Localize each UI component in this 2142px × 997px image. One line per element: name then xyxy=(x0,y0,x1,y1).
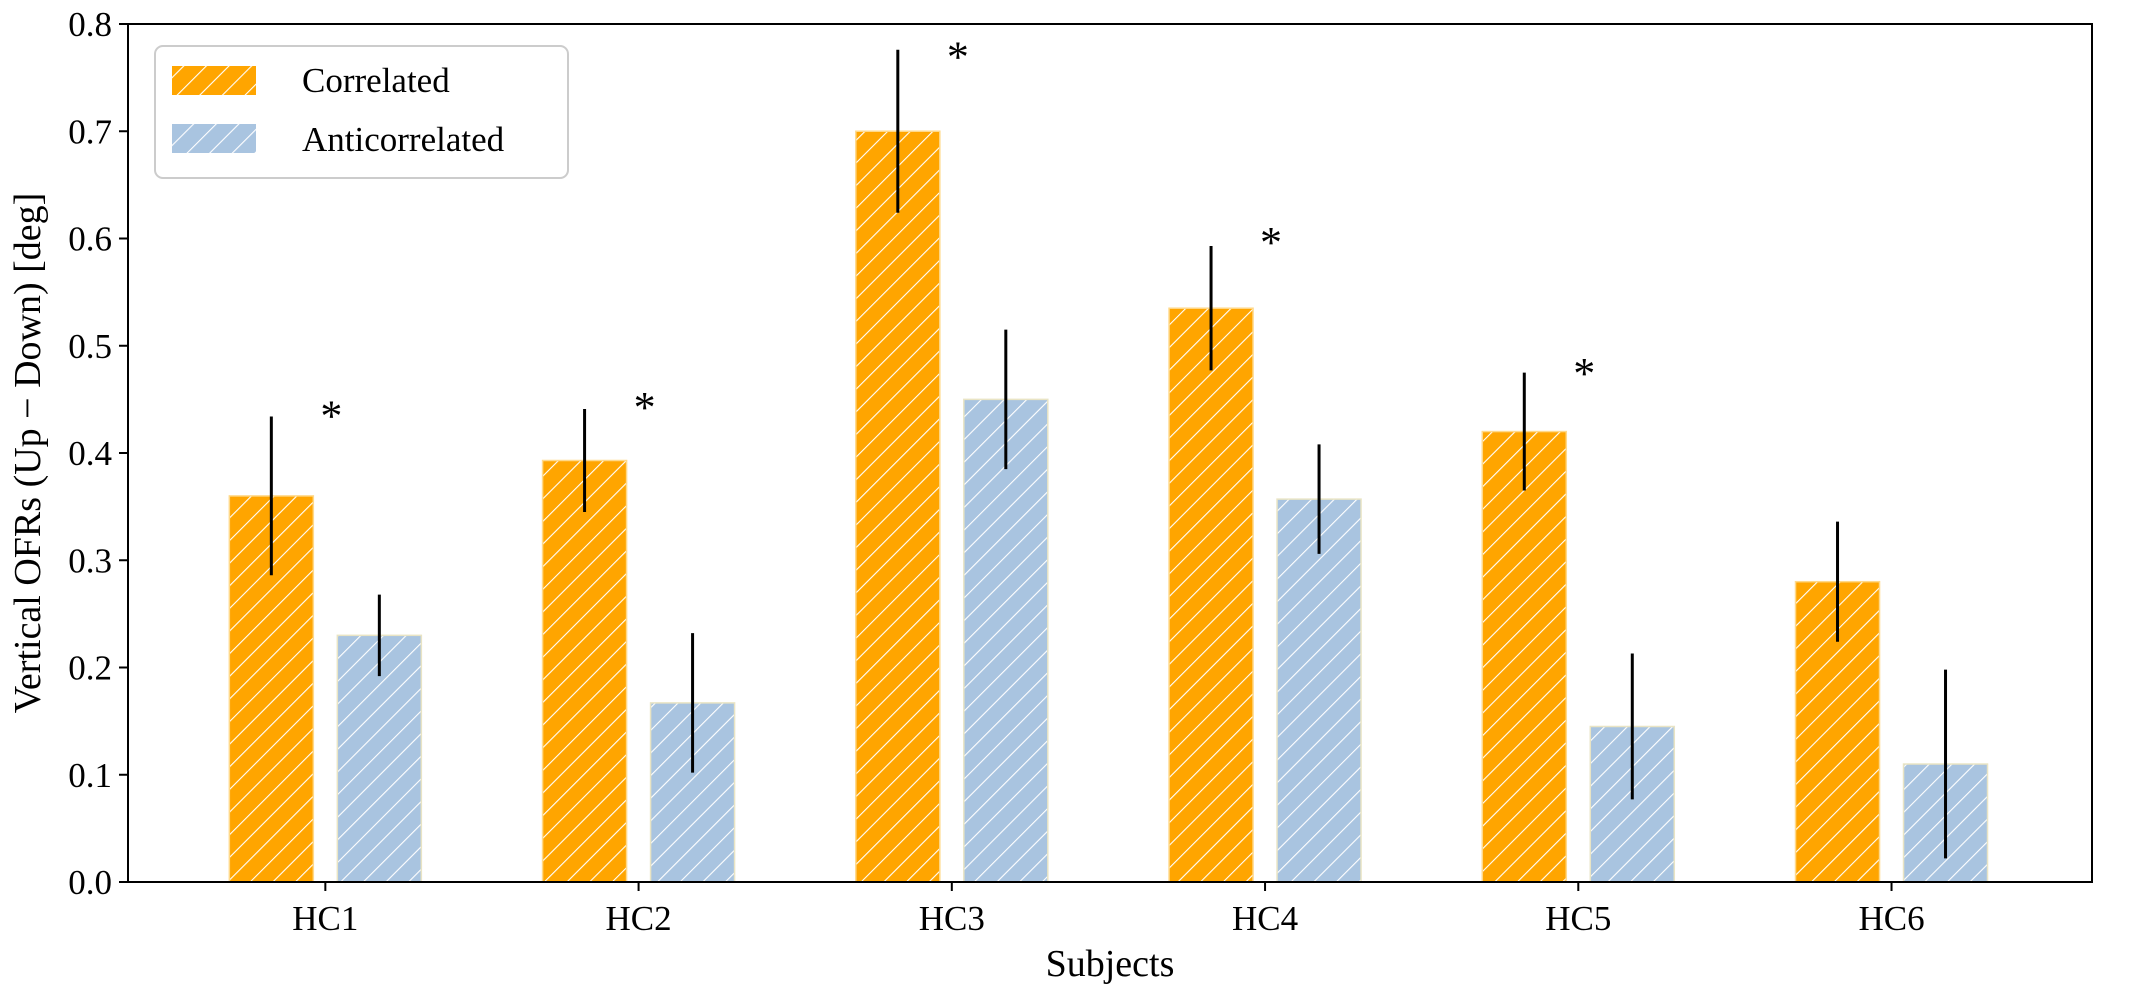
legend-box xyxy=(154,45,569,179)
x-tick-label-hc1: HC1 xyxy=(292,899,358,938)
y-tick-label-2: 0.2 xyxy=(68,649,112,688)
x-axis-title: Subjects xyxy=(1046,943,1175,985)
bar-anticorrelated-hc4 xyxy=(1276,498,1362,883)
x-tick-label-hc5: HC5 xyxy=(1545,899,1611,938)
significance-star-hc3: * xyxy=(947,32,969,81)
bar-anticorrelated-hc1 xyxy=(336,634,423,883)
y-tick-label-4: 0.4 xyxy=(68,434,112,473)
significance-star-hc2: * xyxy=(634,383,656,432)
y-tick-label-1: 0.1 xyxy=(68,756,112,795)
bar-anticorrelated-hc3 xyxy=(963,398,1049,883)
y-tick-label-5: 0.5 xyxy=(68,327,112,366)
y-tick-label-0: 0.0 xyxy=(68,863,112,902)
x-tick-label-hc3: HC3 xyxy=(919,899,985,938)
significance-star-hc4: * xyxy=(1260,218,1282,267)
legend-swatch-anticorrelated xyxy=(172,124,256,153)
x-tick-label-hc6: HC6 xyxy=(1858,899,1924,938)
legend: Correlated Anticorrelated xyxy=(154,45,569,179)
legend-label-anticorrelated: Anticorrelated xyxy=(302,120,505,159)
x-tick-label-hc4: HC4 xyxy=(1232,899,1298,938)
bar-correlated-hc3 xyxy=(855,130,941,883)
bar-correlated-hc4 xyxy=(1168,307,1254,883)
x-axis: HC1 HC2 HC3 HC4 HC5 HC6 xyxy=(292,882,1925,938)
bar-correlated-hc5 xyxy=(1481,430,1568,883)
y-tick-label-3: 0.3 xyxy=(68,541,112,580)
error-bars-layer xyxy=(269,49,1948,859)
y-tick-label-6: 0.6 xyxy=(68,220,112,259)
y-tick-label-7: 0.7 xyxy=(68,112,112,151)
legend-label-correlated: Correlated xyxy=(302,61,450,100)
y-axis-title: Vertical OFRs (Up − Down) [deg] xyxy=(7,193,49,714)
bars-layer xyxy=(228,130,1989,883)
x-tick-label-hc2: HC2 xyxy=(606,899,672,938)
significance-star-hc1: * xyxy=(320,392,342,441)
y-tick-label-8: 0.8 xyxy=(68,5,112,44)
bar-correlated-hc2 xyxy=(541,459,628,883)
legend-swatch-correlated xyxy=(172,66,256,95)
significance-star-hc5: * xyxy=(1573,349,1595,398)
y-axis: 0.0 0.1 0.2 0.3 0.4 0.5 0.6 0.7 0.8 xyxy=(68,5,128,902)
significance-markers-layer: * * * * * xyxy=(320,32,1595,440)
